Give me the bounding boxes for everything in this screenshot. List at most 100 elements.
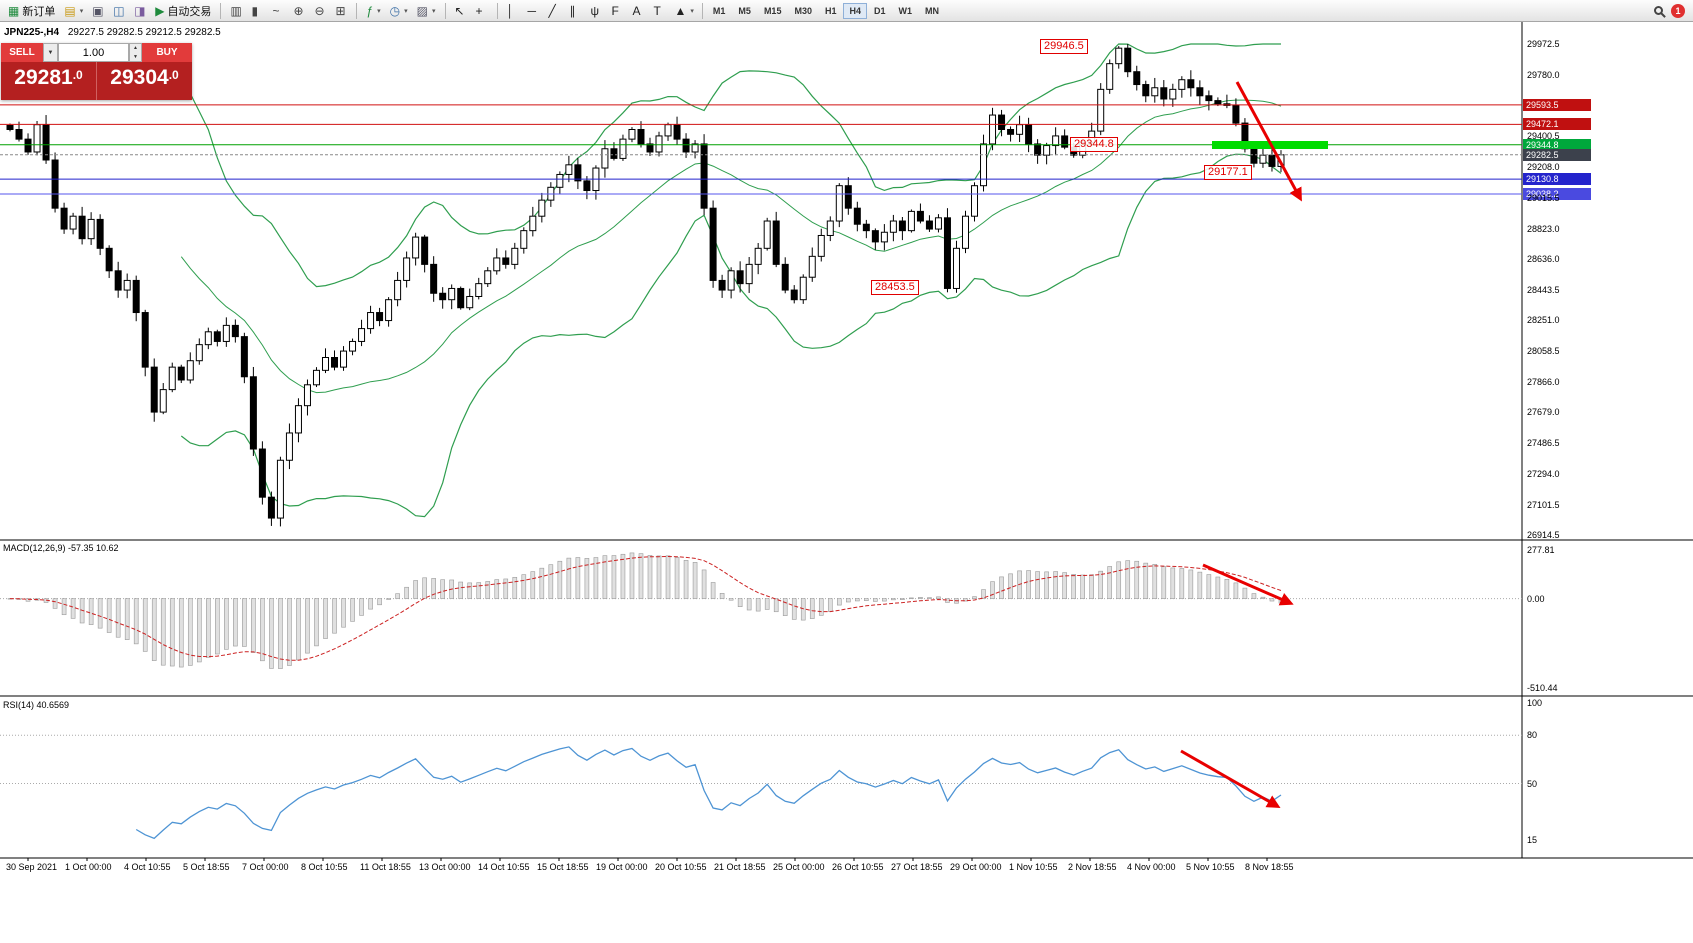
timeframe-mn[interactable]: MN (925, 5, 940, 16)
time-label: 1 Oct 00:00 (65, 862, 112, 872)
tile-windows-icon: ⊞ (335, 3, 346, 18)
caret-down-icon: ▾ (404, 7, 408, 15)
trendline-icon: ╱ (548, 3, 556, 18)
time-label: 27 Oct 18:55 (891, 862, 943, 872)
sell-button[interactable]: SELL (1, 43, 43, 62)
timeframe-m1[interactable]: M1 (712, 5, 726, 16)
data-window-icon: ◫ (113, 3, 125, 18)
cursor-button[interactable]: ↖ (451, 1, 471, 20)
horizontal-line-button[interactable]: ─ (524, 1, 544, 20)
volume-spinner[interactable]: ▲ ▼ (129, 43, 142, 62)
chart-canvas[interactable] (0, 22, 1693, 943)
time-label: 4 Oct 10:55 (124, 862, 171, 872)
price-callout[interactable]: 29177.1 (1204, 165, 1252, 180)
buy-price[interactable]: 29304 .0 (96, 62, 192, 100)
price-tag-29344.8: 29344.8 (1523, 138, 1591, 151)
pitchfork-button[interactable]: ψ (587, 1, 607, 20)
fibonacci-icon: F (611, 3, 619, 18)
toolbar-separator (701, 2, 703, 19)
trend-arrow[interactable] (1202, 563, 1294, 606)
new-chart-button[interactable]: ▤ ▾ (60, 1, 87, 20)
label-button[interactable]: T (650, 1, 670, 20)
price-tag-29038.2: 29038.2 (1523, 188, 1591, 200)
axis-label: 29972.5 (1527, 39, 1560, 49)
printer-icon: ▣ (92, 3, 104, 18)
price-callout[interactable]: 29946.5 (1040, 39, 1088, 54)
print-button[interactable]: ▣ (88, 1, 108, 20)
time-label: 15 Oct 18:55 (537, 862, 589, 872)
zoom-in-button[interactable]: ⊕ (289, 1, 309, 20)
time-label: 7 Oct 00:00 (242, 862, 289, 872)
indicators-button[interactable]: ƒ ▾ (362, 1, 384, 20)
indicators-icon: ƒ (366, 3, 374, 18)
spinner-up-icon[interactable]: ▲ (133, 45, 138, 52)
time-label: 5 Oct 18:55 (183, 862, 230, 872)
text-icon: A (632, 3, 641, 18)
auto-trading-button[interactable]: ▶ 自动交易 (151, 1, 215, 20)
text-button[interactable]: A (629, 1, 649, 20)
timeframe-m15[interactable]: M15 (763, 5, 782, 16)
buy-button[interactable]: BUY (142, 43, 192, 62)
fibonacci-button[interactable]: F (608, 1, 628, 20)
timeframe-w1[interactable]: W1 (898, 5, 913, 16)
order-type-dropdown[interactable]: ▼ (43, 43, 58, 62)
macd-histogram (7, 552, 1284, 669)
shapes-button[interactable]: ▲ ▾ (671, 1, 698, 20)
price-axis[interactable]: 29593.5 29472.1 29344.8 29282.5 29130.8 29038… (1522, 22, 1693, 858)
cursor-icon: ↖ (454, 3, 465, 18)
line-chart-button[interactable]: ~ (268, 1, 288, 20)
tile-windows-button[interactable]: ⊞ (331, 1, 351, 20)
new-order-button[interactable]: ▦ 新订单 (4, 1, 59, 20)
axis-label: 28636.0 (1527, 253, 1560, 264)
one-click-prices: 29281 .0 29304 .0 (1, 62, 192, 100)
spinner-down-icon[interactable]: ▼ (133, 53, 138, 60)
timeframe-d1[interactable]: D1 (874, 5, 886, 16)
bar-chart-button[interactable]: ▥ (226, 1, 246, 20)
toolbar-separator (496, 2, 498, 19)
periods-button[interactable]: ◷ ▾ (386, 1, 412, 20)
navigator-button[interactable]: ◨ (130, 1, 150, 20)
channel-icon: ∥ (569, 3, 576, 18)
caret-down-icon: ▾ (690, 7, 694, 15)
volume-input[interactable]: 1.00 (58, 43, 129, 62)
zoom-out-button[interactable]: ⊖ (310, 1, 330, 20)
timeframe-h4[interactable]: H4 (843, 2, 867, 19)
new-chart-icon: ▤ (64, 3, 76, 18)
toolbar-right: 1 (1654, 3, 1689, 18)
axis-label: 50 (1527, 778, 1538, 789)
vertical-line-button[interactable]: │ (503, 1, 523, 20)
clock-icon: ◷ (389, 3, 401, 18)
price-callout[interactable]: 29344.8 (1070, 137, 1118, 152)
time-axis[interactable]: 30 Sep 2021 1 Oct 00:00 4 Oct 10:55 5 Oct 1… (0, 860, 1693, 880)
time-label: 25 Oct 00:00 (773, 862, 825, 872)
time-label: 19 Oct 00:00 (596, 862, 648, 872)
new-order-button-label: 新订单 (22, 5, 56, 18)
time-label: 4 Nov 00:00 (1127, 862, 1176, 872)
time-label: 5 Nov 10:55 (1186, 862, 1235, 872)
trend-arrow[interactable] (1180, 749, 1281, 809)
notification-badge[interactable]: 1 (1671, 3, 1685, 18)
time-label: 11 Oct 18:55 (360, 862, 411, 872)
axis-label: 29208.0 (1527, 161, 1560, 172)
toolbar-groups: ▦ 新订单 ▤ ▾ ▣ ◫ ◨ ▶ 自动交易 ▥ ▮ ~ ⊕ ⊖ ⊞ ƒ ▾ ◷ ▾ ▨ ▾ ↖ + │ ─ ╱ ∥ ψ F A T ▲ ▾ (4, 1, 698, 20)
play-icon: ▶ (155, 3, 165, 18)
timeframe-m5[interactable]: M5 (738, 5, 751, 16)
timeframe-h1[interactable]: H1 (824, 5, 837, 16)
trendline-button[interactable]: ╱ (545, 1, 565, 20)
bollinger-band-m (180, 99, 1282, 394)
price-callout[interactable]: 28453.5 (871, 280, 919, 295)
data-window-button[interactable]: ◫ (109, 1, 129, 20)
time-label: 8 Oct 10:55 (301, 862, 348, 872)
buy-price-main: 29304 (110, 66, 169, 89)
search-icon[interactable] (1654, 6, 1663, 15)
sell-price[interactable]: 29281 .0 (1, 62, 96, 100)
toolbar-separator (444, 2, 446, 19)
channel-button[interactable]: ∥ (566, 1, 586, 20)
timeframe-m30[interactable]: M30 (794, 5, 812, 16)
crosshair-button[interactable]: + (472, 1, 492, 20)
candlestick-chart-button[interactable]: ▮ (247, 1, 267, 20)
trend-arrow[interactable] (1235, 81, 1302, 202)
axis-label: 28443.5 (1527, 284, 1560, 295)
templates-button[interactable]: ▨ ▾ (413, 1, 440, 20)
sell-price-frac: .0 (72, 68, 83, 82)
